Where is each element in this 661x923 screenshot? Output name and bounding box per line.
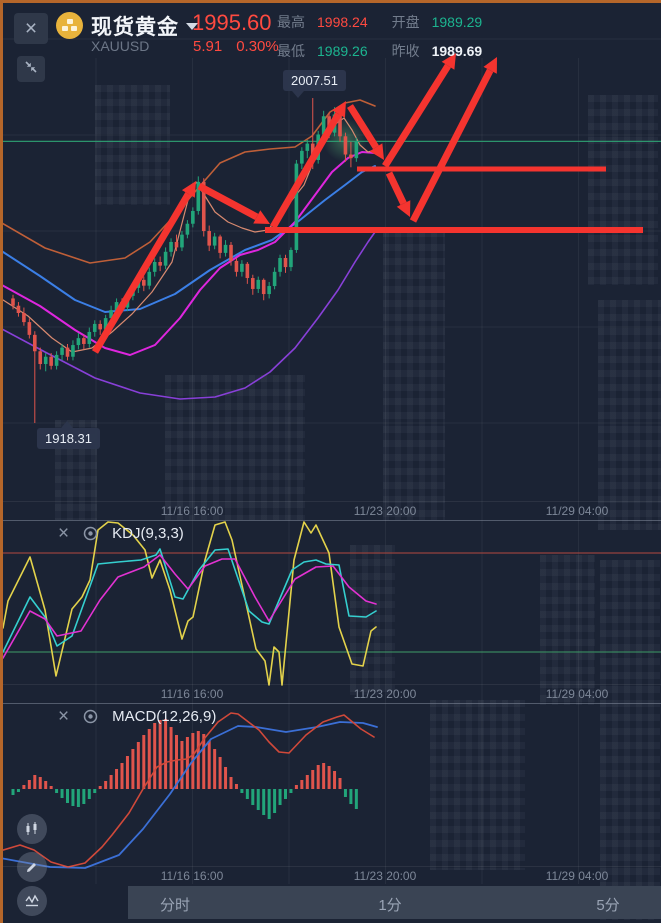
stat-label-open: 开盘	[391, 14, 420, 30]
wave-icon	[25, 894, 39, 907]
low-price-tooltip: 1918.31	[37, 421, 100, 449]
pencil-icon	[27, 863, 36, 872]
collapse-icon	[24, 60, 38, 79]
symbol-code: XAUUSD	[91, 38, 150, 54]
macd-title: MACD(12,26,9)	[112, 708, 217, 725]
symbol-selector[interactable]: 现货黄金	[91, 11, 198, 41]
kdj-panel-header: × KDJ(9,3,3)	[58, 524, 184, 543]
axis-label: 11/16 16:00	[160, 869, 224, 883]
kdj-title: KDJ(9,3,3)	[112, 525, 184, 542]
timeframe-tabbar: 分时 1分 5分	[128, 886, 661, 919]
chevron-down-icon	[186, 22, 198, 30]
stat-label-low: 最低	[277, 43, 305, 59]
axis-label: 11/23 20:00	[353, 504, 417, 518]
stat-label-high: 最高	[277, 14, 305, 30]
tab-5min[interactable]: 5分	[596, 897, 620, 914]
kdj-close-button[interactable]: ×	[58, 523, 70, 544]
kdj-time-axis: 11/16 16:00 11/23 20:00 11/29 04:00	[0, 684, 661, 704]
draw-button[interactable]	[17, 852, 47, 882]
gear-icon	[83, 526, 98, 541]
axis-label: 11/29 04:00	[545, 504, 609, 518]
indicator-button[interactable]	[17, 886, 47, 916]
macd-close-button[interactable]: ×	[58, 706, 70, 727]
price-change: 5.91 0.30%	[193, 38, 279, 55]
kdj-settings-button[interactable]	[82, 525, 99, 542]
macd-panel-header: × MACD(12,26,9)	[58, 707, 216, 726]
collapse-button[interactable]	[17, 56, 45, 82]
stat-label-prevclose: 昨收	[391, 43, 420, 59]
chart-type-button[interactable]	[17, 814, 47, 844]
candlestick-icon	[26, 822, 37, 835]
change-value: 5.91	[193, 38, 223, 55]
close-icon: ×	[24, 16, 38, 40]
last-price: 1995.60	[192, 10, 272, 35]
main-time-axis: 11/16 16:00 11/23 20:00 11/29 04:00	[0, 501, 661, 521]
change-percent: 0.30%	[236, 38, 279, 55]
gold-coin-icon	[56, 12, 83, 39]
stat-value-low: 1989.26	[317, 43, 368, 59]
axis-label: 11/23 20:00	[353, 869, 417, 883]
axis-label: 11/29 04:00	[545, 687, 609, 701]
axis-label: 11/16 16:00	[160, 687, 224, 701]
axis-label: 11/23 20:00	[353, 687, 417, 701]
close-button[interactable]: ×	[14, 13, 48, 44]
axis-label: 11/16 16:00	[160, 504, 224, 518]
symbol-name: 现货黄金	[91, 16, 179, 39]
window-border-left	[0, 0, 3, 923]
tab-1min[interactable]: 1分	[378, 897, 402, 914]
tab-fenshi[interactable]: 分时	[159, 897, 191, 914]
window-border-top	[0, 0, 661, 3]
gear-icon	[83, 709, 98, 724]
high-price-tooltip: 2007.51	[283, 70, 346, 98]
stat-value-open: 1989.29	[431, 14, 483, 30]
quote-stats: 最高 1998.24 最低 1989.26 开盘 1989.29 昨收 1989…	[277, 12, 482, 61]
macd-time-axis: 11/16 16:00 11/23 20:00 11/29 04:00	[0, 866, 661, 886]
stat-value-prevclose: 1989.69	[431, 43, 483, 59]
macd-settings-button[interactable]	[82, 708, 99, 725]
stat-value-high: 1998.24	[317, 14, 368, 30]
axis-label: 11/29 04:00	[545, 869, 609, 883]
